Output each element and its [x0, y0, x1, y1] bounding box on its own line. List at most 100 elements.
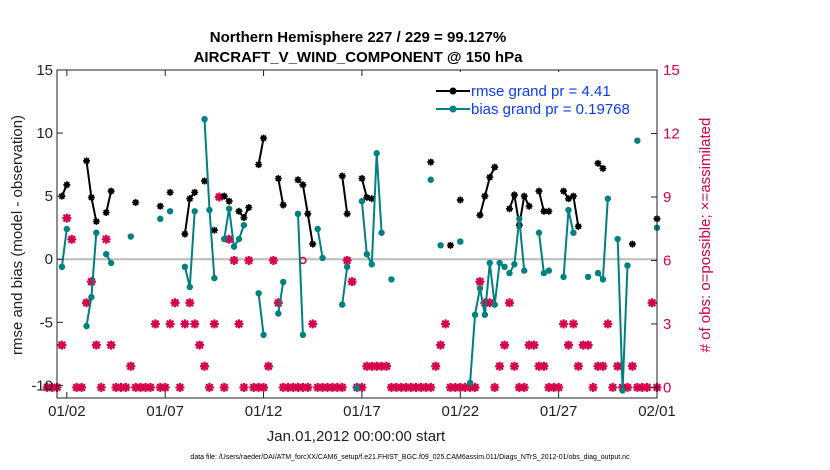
bias-point — [486, 259, 493, 267]
obs-assimilated-marker — [322, 382, 332, 392]
obs-assimilated-marker — [185, 298, 195, 308]
obs-assimilated-marker — [613, 361, 623, 371]
rmse-point-star — [520, 192, 528, 200]
obs-assimilated-marker — [608, 382, 618, 392]
y-tick-label: 5 — [45, 188, 53, 205]
obs-assimilated-marker — [150, 319, 160, 329]
bias-point — [225, 205, 233, 212]
bias-point — [235, 235, 243, 243]
rmse-point-star — [186, 195, 194, 203]
obs-assimilated-marker — [475, 277, 485, 287]
bias-point — [211, 274, 218, 282]
obs-assimilated-marker — [554, 382, 564, 392]
x-tick-label: 01/22 — [442, 403, 480, 420]
bias-line-segment — [508, 218, 526, 274]
rmse-point-star — [594, 159, 602, 167]
rmse-point-star — [545, 207, 553, 215]
rmse-point-star — [569, 192, 577, 200]
rmse-point-star — [225, 197, 233, 205]
obs-assimilated-marker — [450, 382, 460, 392]
y-right-tick-label: 3 — [663, 316, 671, 333]
data-file-footer: data file: /Users/raeder/DAI/ATM_forcXX/… — [190, 454, 630, 461]
rmse-point-star — [309, 240, 317, 248]
obs-assimilated-marker — [470, 382, 480, 392]
obs-assimilated-marker — [377, 361, 387, 371]
obs-assimilated-marker — [263, 361, 273, 371]
chart-subtitle: AIRCRAFT_V_WIND_COMPONENT @ 150 hPa — [194, 49, 524, 66]
rmse-point-star — [210, 226, 218, 234]
obs-assimilated-marker — [642, 382, 652, 392]
bias-point — [88, 293, 95, 301]
y-axis-right-label: # of obs: o=possible; ×=assimilated — [697, 118, 714, 353]
rmse-point-star — [260, 134, 268, 142]
bias-point — [275, 310, 282, 317]
x-axis-label: Jan.01,2012 00:00:00 start — [267, 428, 446, 445]
bias-point — [280, 278, 287, 286]
bias-point — [604, 195, 612, 202]
obs-assimilated-marker — [431, 361, 441, 371]
obs-assimilated-marker — [313, 382, 323, 392]
bias-point — [565, 206, 572, 214]
obs-assimilated-marker — [367, 361, 377, 371]
bias-point — [540, 269, 548, 277]
bias-point — [614, 235, 621, 243]
obs-assimilated-marker — [426, 382, 436, 392]
obs-assimilated-marker — [372, 361, 382, 371]
bias-point — [181, 263, 189, 270]
obs-assimilated-marker — [259, 382, 269, 392]
obs-assimilated-marker — [91, 340, 101, 350]
obs-assimilated-marker — [337, 382, 347, 392]
rmse-point-star — [491, 163, 499, 171]
obs-assimilated-marker — [234, 319, 244, 329]
bias-point — [378, 229, 385, 236]
bias-point — [570, 229, 577, 236]
obs-assimilated-marker — [111, 382, 121, 392]
obs-assimilated-marker — [293, 382, 303, 392]
bias-line-segment — [60, 228, 68, 267]
obs-assimilated-marker — [647, 298, 657, 308]
obs-assimilated-marker — [86, 277, 96, 287]
rmse-point-star — [299, 181, 307, 189]
bias-point — [388, 276, 395, 283]
obs-assimilated-marker — [145, 382, 155, 392]
obs-assimilated-marker — [396, 382, 406, 392]
obs-assimilated-marker — [485, 298, 495, 308]
rmse-point-star — [294, 176, 302, 184]
obs-assimilated-marker — [593, 361, 603, 371]
obs-assimilated-marker — [539, 361, 549, 371]
rmse-point-star — [191, 188, 199, 196]
x-tick-label: 01/17 — [343, 403, 381, 420]
obs-assimilated-marker — [563, 340, 573, 350]
bias-point — [506, 269, 513, 277]
x-tick-label: 02/01 — [638, 403, 676, 420]
rmse-point-star — [107, 187, 115, 195]
bias-point — [299, 331, 307, 339]
rmse-point-star — [343, 210, 351, 218]
rmse-point-star — [166, 188, 174, 196]
rmse-point-star — [274, 174, 282, 182]
rmse-line-segment — [257, 137, 265, 165]
obs-assimilated-marker — [303, 382, 313, 392]
obs-assimilated-marker — [411, 382, 421, 392]
bias-point — [240, 221, 248, 229]
obs-assimilated-marker — [500, 340, 510, 350]
rmse-point-star — [132, 198, 140, 206]
bias-point — [457, 238, 464, 245]
bias-line-segment — [316, 228, 324, 259]
bias-point — [127, 233, 134, 240]
x-tick-label: 01/02 — [48, 403, 86, 420]
rmse-point-star — [338, 172, 346, 180]
obs-assimilated-marker — [131, 382, 141, 392]
obs-assimilated-marker — [239, 382, 249, 392]
bias-point — [437, 242, 444, 249]
bias-point — [521, 267, 528, 274]
obs-assimilated-marker — [445, 382, 455, 392]
obs-assimilated-marker — [637, 382, 647, 392]
bias-point — [353, 384, 361, 392]
rmse-point-star — [87, 193, 95, 201]
rmse-point-star — [628, 240, 636, 248]
obs-assimilated-marker — [57, 340, 67, 350]
obs-assimilated-marker — [219, 382, 229, 392]
y-right-tick-label: 12 — [663, 125, 680, 142]
